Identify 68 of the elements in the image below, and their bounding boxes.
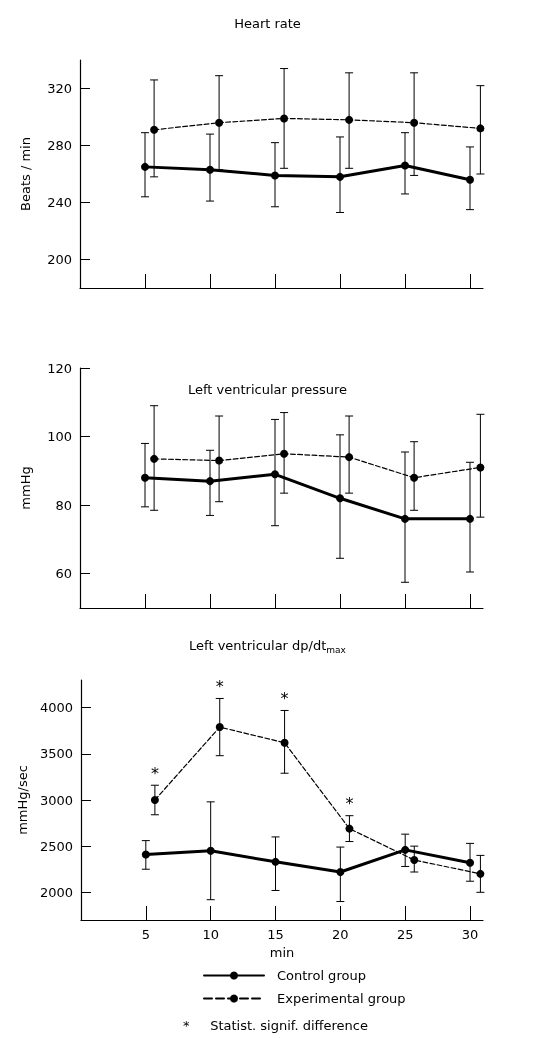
y-tick-label: 100 [47,429,72,445]
text: * Statist. signif. difference [183,1018,368,1033]
y-axis-title: mmHg/sec [15,765,30,835]
point [271,857,280,866]
point [150,454,159,463]
point [345,115,354,124]
point [271,470,279,479]
text: Left ventricular pressure [187,382,348,397]
point [141,850,150,859]
point [476,124,485,133]
point [141,162,149,171]
y-axis-title: Beats / min [18,137,33,211]
x-tick-label: 30 [461,927,479,942]
y-tick-label: 200 [47,252,72,267]
y-axis-title: mmHg [18,466,33,510]
y-tick-label: 2500 [39,838,73,854]
y-tick-label: 4000 [39,700,73,716]
x-tick-label: 20 [332,927,349,942]
point [206,165,214,174]
y-tick-label: 2000 [39,884,73,900]
annotation: * [345,794,354,814]
point [466,514,474,523]
annotation: * [215,676,224,696]
x-tick-label: 5 [141,927,150,942]
point [401,845,410,854]
point [215,456,224,465]
point [215,723,224,732]
point [410,473,419,482]
annotation: * [150,763,159,783]
y-tick-label: 3000 [39,792,73,808]
y-tick-label: 240 [47,195,72,210]
point [271,171,279,180]
y-tick-label: 320 [47,81,72,96]
legend-label: Control group [277,968,366,983]
point [280,738,289,747]
point [401,514,409,523]
point [336,868,345,876]
y-tick-label: 120 [47,360,72,376]
y-tick-label: 3500 [39,746,73,762]
point [401,161,409,170]
y-tick-label: 60 [55,566,72,582]
point [410,856,419,864]
point [150,125,159,134]
y-tick-label: 80 [55,497,72,513]
point [466,858,475,867]
annotation: * [280,688,289,708]
point [150,796,159,804]
x-axis-title: min [269,944,295,960]
point [476,463,485,472]
legend-label: Experimental group [277,991,406,1006]
point [410,118,419,127]
point [280,114,289,123]
chart-title: Heart rate [234,16,301,31]
point [280,449,289,458]
point [206,477,214,486]
point [336,494,344,503]
point [345,824,354,833]
point [336,172,344,181]
x-tick-label: 10 [202,927,219,942]
x-tick-label: 25 [396,927,414,942]
point [141,473,149,482]
point [476,869,485,878]
point [466,175,474,184]
point [345,453,354,462]
point [215,118,224,127]
x-tick-label: 15 [267,927,284,942]
point [206,846,215,855]
y-tick-label: 280 [47,138,72,153]
